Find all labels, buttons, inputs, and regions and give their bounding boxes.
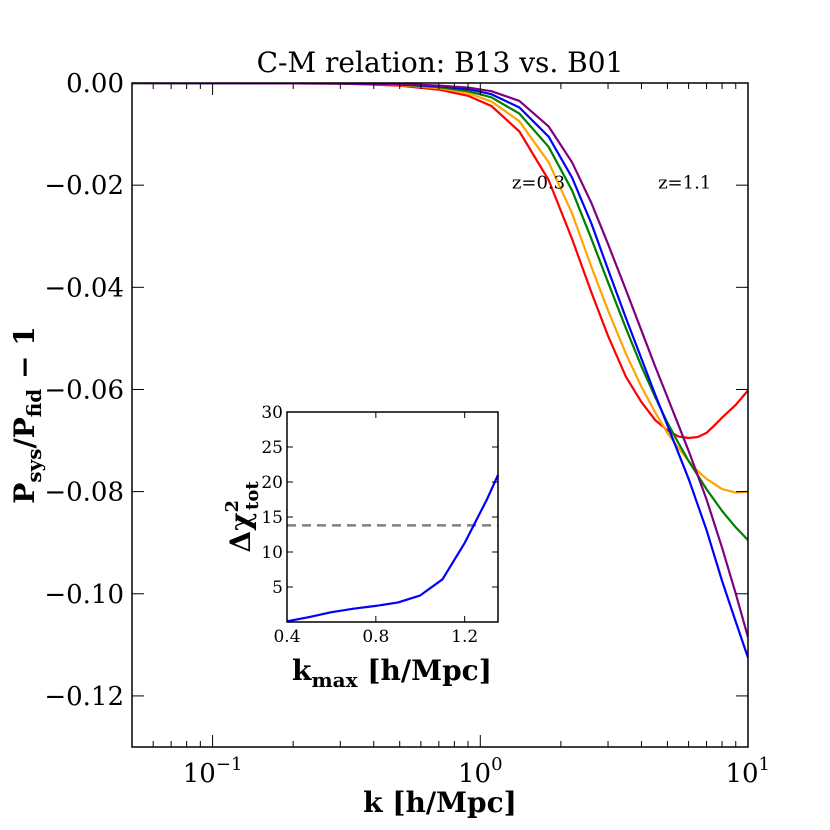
y-tick-label: 0.00 (66, 69, 124, 99)
annotation-z11: z=1.1 (658, 173, 711, 194)
x-axis-label: k [h/Mpc] (363, 786, 517, 819)
inset-x-tick-label: 0.4 (273, 627, 300, 647)
inset-y-tick-label: 10 (261, 543, 283, 563)
inset-series-line-delta-chi2 (286, 474, 500, 623)
x-tick-label: 100 (458, 754, 503, 789)
annotation-z03: z=0.3 (512, 173, 565, 194)
main-plot-frame (131, 82, 749, 748)
inset-plot: 0.4 0.8 1.2 5 10 15 20 25 30 kmax [h/Mpc] Δχ2tot (222, 403, 500, 692)
series-line-red (132, 83, 748, 440)
y-tick-label: −0.02 (44, 171, 124, 201)
inset-y-tick-label: 5 (272, 578, 283, 598)
series-line-orange (132, 83, 748, 494)
inset-y-axis-label: Δχ2tot (222, 481, 263, 553)
main-series-group (132, 83, 748, 658)
series-line-green (132, 83, 748, 541)
chart-title: C-M relation: B13 vs. B01 (257, 46, 624, 79)
main-ticks-group: 10−1 100 101 0.00 −0.02 −0.04 −0.06 −0.08 −0.10 −… (44, 69, 770, 789)
y-tick-label: −0.12 (44, 682, 124, 712)
inset-x-tick-label: 1.2 (451, 627, 478, 647)
x-tick-label: 10−1 (183, 754, 243, 789)
inset-background (287, 412, 498, 622)
inset-x-axis-label: kmax [h/Mpc] (292, 654, 492, 692)
inset-x-tick-label: 0.8 (362, 627, 389, 647)
inset-y-tick-label: 20 (261, 473, 283, 493)
inset-y-tick-label: 25 (261, 438, 283, 458)
series-line-purple (132, 83, 748, 638)
x-tick-label: 101 (725, 754, 770, 789)
y-tick-label: −0.06 (44, 375, 124, 405)
inset-plot-frame (286, 411, 499, 623)
y-tick-label: −0.04 (44, 273, 124, 303)
main-plot: C-M relation: B13 vs. B01 10−1 100 101 0.00… (8, 46, 770, 819)
inset-ticks-group: 0.4 0.8 1.2 5 10 15 20 25 30 (261, 403, 498, 647)
y-tick-label: −0.08 (44, 478, 124, 508)
inset-y-tick-label: 15 (261, 508, 283, 528)
y-tick-label: −0.10 (44, 580, 124, 610)
inset-series-group (286, 474, 500, 623)
y-axis-label: Psys/Pfid − 1 (8, 326, 46, 503)
inset-y-tick-label: 30 (261, 403, 283, 423)
